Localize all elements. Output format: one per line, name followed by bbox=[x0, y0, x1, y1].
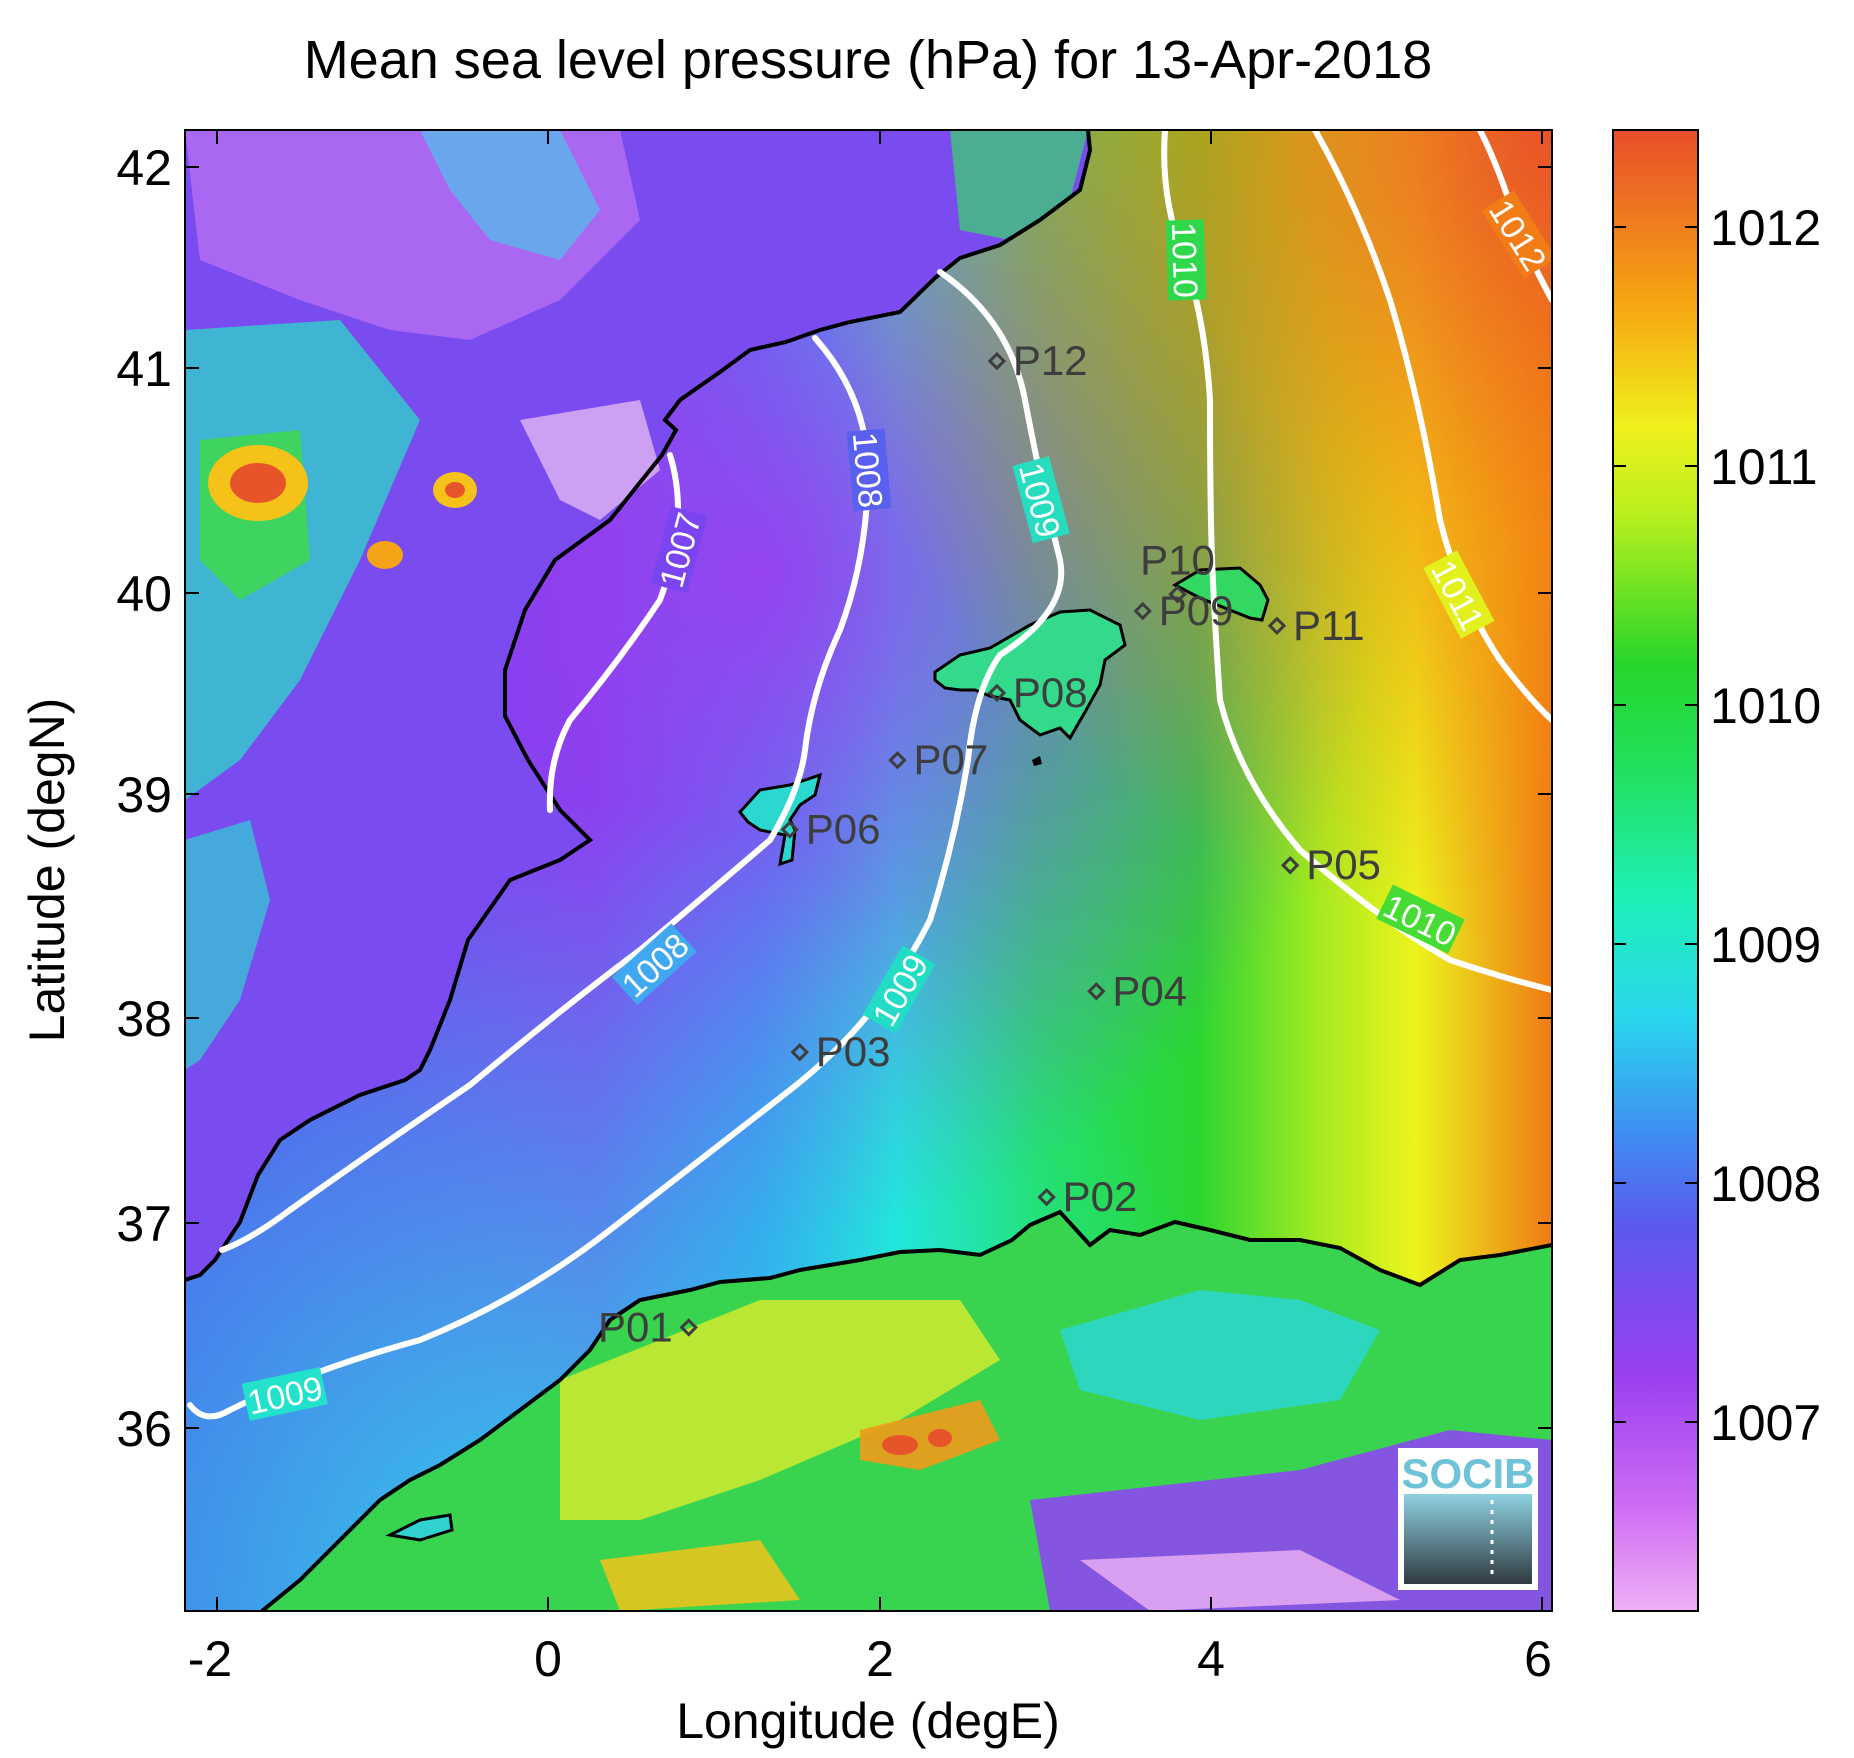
station-p11: P11 bbox=[1267, 602, 1365, 649]
colorbar-tick-label: 1010 bbox=[1710, 678, 1821, 734]
coastline-africa bbox=[260, 1209, 1552, 1611]
station-label: P10 bbox=[1140, 536, 1215, 583]
y-tick-label: 39 bbox=[116, 767, 172, 823]
y-tick-label: 41 bbox=[116, 341, 172, 397]
station-marker bbox=[1133, 601, 1152, 621]
station-p02: P02 bbox=[1037, 1173, 1138, 1220]
station-label: P04 bbox=[1112, 967, 1187, 1014]
station-p12: P12 bbox=[987, 337, 1088, 384]
station-label: P01 bbox=[598, 1303, 673, 1350]
station-marker bbox=[679, 1318, 698, 1337]
station-label: P07 bbox=[913, 736, 988, 783]
y-tick-label: 42 bbox=[116, 140, 172, 196]
colorbar-tick-label: 1007 bbox=[1710, 1395, 1821, 1451]
station-p08: P08 bbox=[987, 669, 1088, 716]
socib-logo: SOCIB bbox=[1398, 1448, 1538, 1590]
station-marker bbox=[1168, 585, 1187, 604]
station-marker bbox=[1281, 856, 1300, 875]
x-tick-label: 4 bbox=[1197, 1631, 1225, 1687]
station-p06: P06 bbox=[780, 806, 881, 853]
contour-1008-north bbox=[219, 335, 872, 1253]
colorbar-tick-label: 1009 bbox=[1710, 917, 1821, 973]
station-p01: P01 bbox=[598, 1303, 698, 1350]
contour-1011 bbox=[1312, 130, 1552, 723]
station-marker bbox=[1087, 982, 1106, 1001]
station-marker bbox=[987, 683, 1007, 703]
colorbar: 1007 1008 1009 1010 1011 1012 bbox=[1612, 129, 1821, 1612]
y-axis-label: Latitude (degN) bbox=[19, 698, 75, 1043]
chart-title: Mean sea level pressure (hPa) for 13-Apr… bbox=[304, 30, 1433, 90]
colorbar-tick-label: 1008 bbox=[1710, 1156, 1821, 1212]
station-marker bbox=[888, 751, 907, 770]
station-label: P12 bbox=[1013, 337, 1088, 384]
plot-frame bbox=[184, 129, 1553, 1612]
station-label: P03 bbox=[816, 1028, 891, 1075]
x-axis-label: Longitude (degE) bbox=[676, 1693, 1060, 1749]
colorbar-tick-label: 1012 bbox=[1710, 200, 1821, 256]
station-label: P08 bbox=[1013, 669, 1088, 716]
station-p04: P04 bbox=[1087, 967, 1187, 1014]
station-marker bbox=[780, 820, 799, 839]
island-alboran bbox=[385, 1513, 454, 1542]
colorbar-gradient bbox=[1612, 129, 1699, 1612]
colorbar-tick-label: 1011 bbox=[1710, 439, 1818, 495]
y-axis: 36 37 38 39 40 41 42 Latitude (degN) bbox=[19, 140, 1552, 1457]
x-tick-label: 6 bbox=[1524, 1631, 1552, 1687]
contour-label: 1008 bbox=[845, 431, 889, 510]
y-tick-label: 37 bbox=[116, 1196, 172, 1252]
station-label: P11 bbox=[1293, 602, 1365, 649]
x-tick-label: -2 bbox=[188, 1631, 232, 1687]
station-p10: P10 bbox=[1140, 536, 1215, 604]
station-label: P06 bbox=[806, 806, 881, 853]
y-tick-label: 36 bbox=[116, 1401, 172, 1457]
station-marker bbox=[1267, 616, 1287, 635]
y-tick-label: 40 bbox=[116, 566, 172, 622]
station-label: P02 bbox=[1063, 1173, 1138, 1220]
station-marker bbox=[790, 1043, 809, 1062]
station-p07: P07 bbox=[888, 736, 988, 783]
x-tick-label: 2 bbox=[866, 1631, 894, 1687]
station-marker bbox=[987, 351, 1007, 371]
station-marker bbox=[1037, 1187, 1056, 1207]
x-tick-label: 0 bbox=[534, 1631, 562, 1687]
x-axis: -2 0 2 4 6 Longitude (degE) bbox=[188, 130, 1552, 1749]
coastline-iberia bbox=[185, 130, 1093, 1282]
station-label: P05 bbox=[1306, 841, 1381, 888]
plot-area: 1007 1008 1008 1009 1009 1009 bbox=[185, 130, 1552, 1611]
contour-label: 1010 bbox=[1164, 222, 1205, 299]
y-tick-label: 38 bbox=[116, 991, 172, 1047]
logo-text: SOCIB bbox=[1401, 1450, 1534, 1497]
station-p03: P03 bbox=[790, 1028, 891, 1075]
station-p05: P05 bbox=[1281, 841, 1381, 888]
